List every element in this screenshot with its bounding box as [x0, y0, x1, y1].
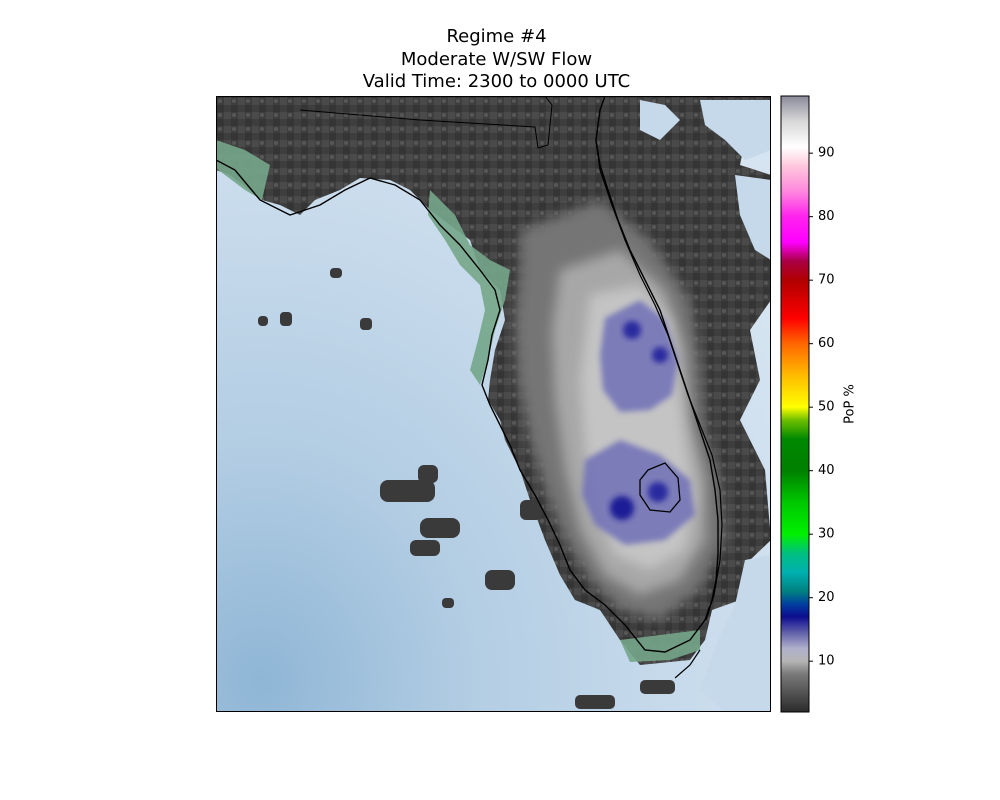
colorbar-tick-label-70: 70 — [818, 273, 835, 288]
atlantic-clear-pocket-3 — [735, 175, 771, 260]
colorbar-tick-label-20: 20 — [818, 590, 835, 605]
pop-core-south — [582, 440, 695, 545]
atlantic-clear-pocket-2 — [700, 100, 771, 160]
colorbar-ramp — [780, 95, 810, 713]
pop-max-spot-1 — [610, 496, 634, 520]
colorbar-tick-label-10: 10 — [818, 654, 835, 669]
chart-title-line-2: Moderate W/SW Flow — [400, 49, 593, 70]
gulf-pop-clusters — [258, 268, 675, 709]
east-coast-line — [595, 139, 723, 621]
colorbar-label: PoP % — [843, 384, 858, 424]
pop-max-spot-4 — [652, 347, 668, 363]
coastal-green-nature-coast — [428, 190, 510, 385]
colorbar-tick-label-90: 90 — [818, 146, 835, 161]
coastal-green-panhandle — [216, 140, 270, 200]
colorbar-tick-label-60: 60 — [818, 336, 835, 351]
atlantic-clear-pocket-4 — [700, 555, 771, 712]
pop-max-spot-2 — [648, 482, 668, 502]
chart-title-line-3: Valid Time: 2300 to 0000 UTC — [362, 71, 631, 92]
pop-max-spot-3 — [623, 321, 641, 339]
pop-core-north — [600, 300, 678, 412]
colorbar-tick-label-50: 50 — [818, 400, 835, 415]
coastal-green-south — [620, 630, 700, 662]
lake-okeechobee — [639, 462, 681, 513]
chart-title-line-1: Regime #4 — [446, 26, 547, 47]
map-frame — [216, 96, 771, 712]
state-border — [299, 96, 553, 149]
colorbar-tick-label-40: 40 — [818, 463, 835, 478]
atlantic-clear-pocket — [640, 100, 680, 140]
coastline — [216, 96, 719, 653]
colorbar-tick-label-30: 30 — [818, 527, 835, 542]
florida-keys — [674, 649, 701, 679]
colorbar-tick-label-80: 80 — [818, 209, 835, 224]
